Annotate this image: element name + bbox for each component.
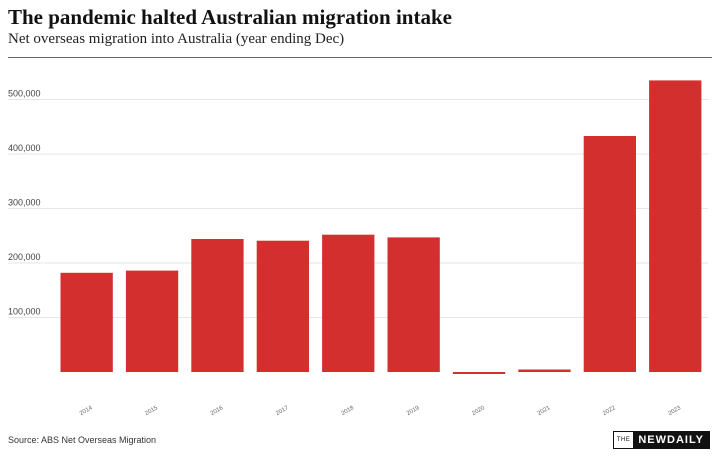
- y-tick-label: 100,000: [8, 307, 41, 317]
- x-tick-label: 2017: [275, 405, 290, 417]
- bar-2019: [387, 237, 440, 372]
- x-tick-label: 2019: [406, 405, 421, 417]
- bar-2016: [191, 239, 244, 372]
- bar-2018: [322, 234, 375, 372]
- chart-title: The pandemic halted Australian migration…: [8, 5, 452, 29]
- bar-2017: [256, 240, 309, 372]
- logo-prefix: THE: [613, 432, 634, 448]
- logo-brand: NEWDAILY: [633, 432, 709, 448]
- bar-2014: [60, 272, 113, 372]
- x-axis-ticks: 2014 2015 2016 2017 2018 2019 2020 2021 2022 2023: [79, 405, 683, 417]
- x-tick-label: 2022: [602, 405, 617, 417]
- x-tick-label: 2015: [144, 405, 159, 417]
- source-note: Source: ABS Net Overseas Migration: [8, 435, 157, 445]
- title-divider: [8, 57, 712, 58]
- y-tick-label: 400,000: [8, 143, 41, 153]
- x-tick-label: 2018: [341, 405, 356, 417]
- x-tick-label: 2023: [668, 405, 683, 417]
- bar-2022: [583, 136, 636, 372]
- y-tick-label: 200,000: [8, 252, 41, 262]
- x-tick-label: 2020: [471, 405, 486, 417]
- x-tick-label: 2016: [210, 405, 225, 417]
- x-tick-label: 2021: [537, 405, 552, 417]
- y-tick-label: 500,000: [8, 89, 41, 99]
- bar-2020: [452, 372, 506, 374]
- newdaily-logo: THE NEWDAILY: [612, 431, 710, 449]
- bar-2015: [125, 270, 179, 372]
- bars: [60, 80, 702, 374]
- bar-2021: [518, 369, 571, 372]
- y-axis-ticks: 100,000 200,000 300,000 400,000 500,000: [8, 89, 41, 317]
- chart-subtitle: Net overseas migration into Australia (y…: [8, 31, 345, 47]
- bar-2023: [649, 80, 702, 373]
- x-tick-label: 2014: [79, 405, 94, 417]
- y-tick-label: 300,000: [8, 198, 41, 208]
